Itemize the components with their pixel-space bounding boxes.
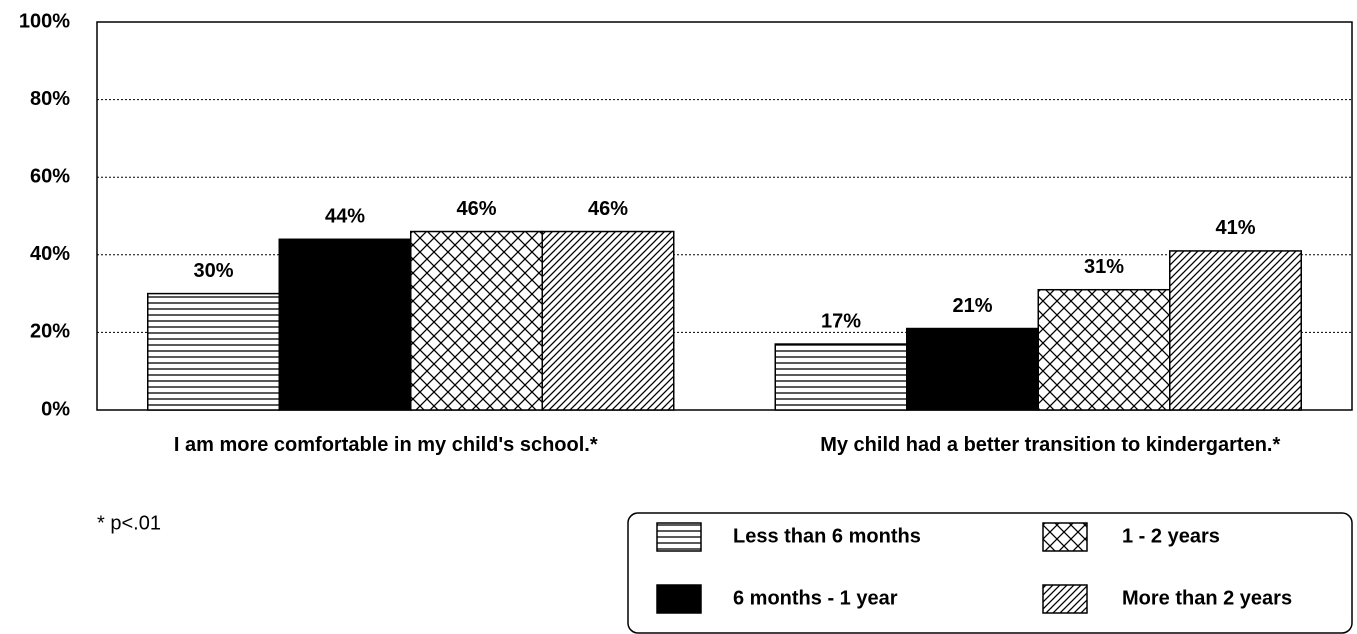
legend-label: 6 months - 1 year — [733, 587, 898, 609]
value-label: 17% — [821, 310, 861, 332]
y-tick-label: 40% — [30, 243, 70, 265]
y-tick-label: 60% — [30, 165, 70, 187]
legend-label: 1 - 2 years — [1122, 525, 1220, 547]
bar — [541, 230, 675, 411]
legend-swatch — [656, 522, 702, 552]
value-label: 46% — [456, 198, 496, 220]
legend-box — [627, 512, 1353, 634]
y-tick-label: 80% — [30, 88, 70, 110]
bar — [906, 327, 1039, 411]
y-tick-label: 100% — [19, 10, 70, 32]
value-label: 30% — [193, 260, 233, 282]
legend-swatch — [1042, 584, 1088, 614]
value-label: 44% — [325, 206, 365, 228]
bar — [1037, 288, 1171, 411]
x-tick-label: My child had a better transition to kind… — [820, 434, 1281, 456]
footnote: * p<.01 — [97, 512, 161, 534]
x-tick-label: I am more comfortable in my child's scho… — [173, 434, 598, 456]
value-label: 41% — [1215, 217, 1255, 239]
legend-label: More than 2 years — [1122, 587, 1292, 609]
bar — [278, 238, 412, 411]
plot-frame — [96, 21, 1353, 411]
bar — [410, 230, 543, 411]
value-label: 46% — [588, 198, 628, 220]
y-tick-label: 20% — [30, 321, 70, 343]
value-label: 21% — [952, 295, 992, 317]
legend-swatch — [656, 584, 702, 614]
bar — [774, 343, 908, 411]
legend-label: Less than 6 months — [733, 525, 921, 547]
bar — [147, 292, 280, 411]
value-label: 31% — [1084, 256, 1124, 278]
bar — [1169, 250, 1302, 411]
y-tick-label: 0% — [41, 398, 70, 420]
legend-swatch — [1042, 522, 1088, 552]
